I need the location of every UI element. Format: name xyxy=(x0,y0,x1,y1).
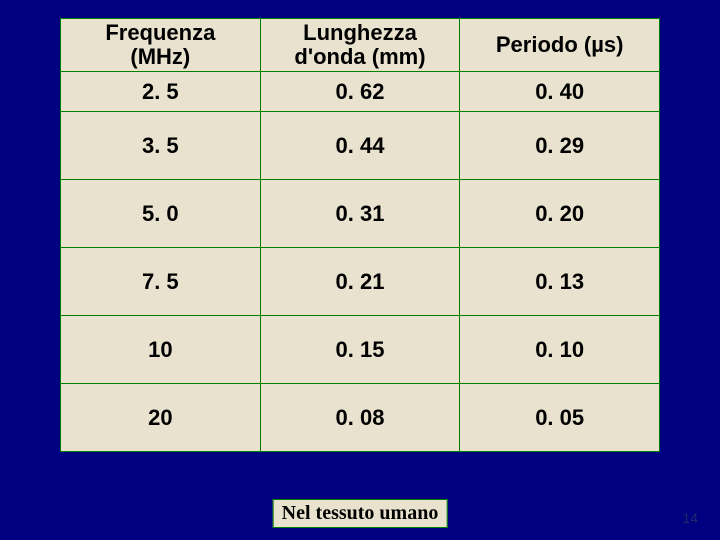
cell-frequency: 20 xyxy=(61,384,261,452)
header-text: Periodo (µs) xyxy=(496,32,624,57)
cell-frequency: 10 xyxy=(61,316,261,384)
cell-frequency: 3. 5 xyxy=(61,112,261,180)
cell-period: 0. 29 xyxy=(460,112,660,180)
table-row: 3. 5 0. 44 0. 29 xyxy=(61,112,660,180)
caption-text: Nel tessuto umano xyxy=(273,499,448,528)
col-header-period: Periodo (µs) xyxy=(460,19,660,72)
header-text: d'onda (mm) xyxy=(294,44,425,69)
col-header-wavelength: Lunghezza d'onda (mm) xyxy=(260,19,460,72)
header-text: (MHz) xyxy=(130,44,190,69)
page-number: 14 xyxy=(682,510,698,526)
table-row: 20 0. 08 0. 05 xyxy=(61,384,660,452)
cell-period: 0. 05 xyxy=(460,384,660,452)
cell-wavelength: 0. 44 xyxy=(260,112,460,180)
cell-frequency: 7. 5 xyxy=(61,248,261,316)
table-row: 5. 0 0. 31 0. 20 xyxy=(61,180,660,248)
table-header-row: Frequenza (MHz) Lunghezza d'onda (mm) Pe… xyxy=(61,19,660,72)
cell-period: 0. 13 xyxy=(460,248,660,316)
cell-wavelength: 0. 21 xyxy=(260,248,460,316)
table-row: 2. 5 0. 62 0. 40 xyxy=(61,72,660,112)
header-text: Frequenza xyxy=(105,20,215,45)
data-table-container: Frequenza (MHz) Lunghezza d'onda (mm) Pe… xyxy=(60,18,660,452)
table-row: 7. 5 0. 21 0. 13 xyxy=(61,248,660,316)
col-header-frequency: Frequenza (MHz) xyxy=(61,19,261,72)
cell-frequency: 2. 5 xyxy=(61,72,261,112)
table-row: 10 0. 15 0. 10 xyxy=(61,316,660,384)
cell-frequency: 5. 0 xyxy=(61,180,261,248)
cell-period: 0. 20 xyxy=(460,180,660,248)
cell-wavelength: 0. 31 xyxy=(260,180,460,248)
cell-period: 0. 10 xyxy=(460,316,660,384)
cell-period: 0. 40 xyxy=(460,72,660,112)
cell-wavelength: 0. 15 xyxy=(260,316,460,384)
cell-wavelength: 0. 08 xyxy=(260,384,460,452)
frequency-table: Frequenza (MHz) Lunghezza d'onda (mm) Pe… xyxy=(60,18,660,452)
header-text: Lunghezza xyxy=(303,20,417,45)
cell-wavelength: 0. 62 xyxy=(260,72,460,112)
